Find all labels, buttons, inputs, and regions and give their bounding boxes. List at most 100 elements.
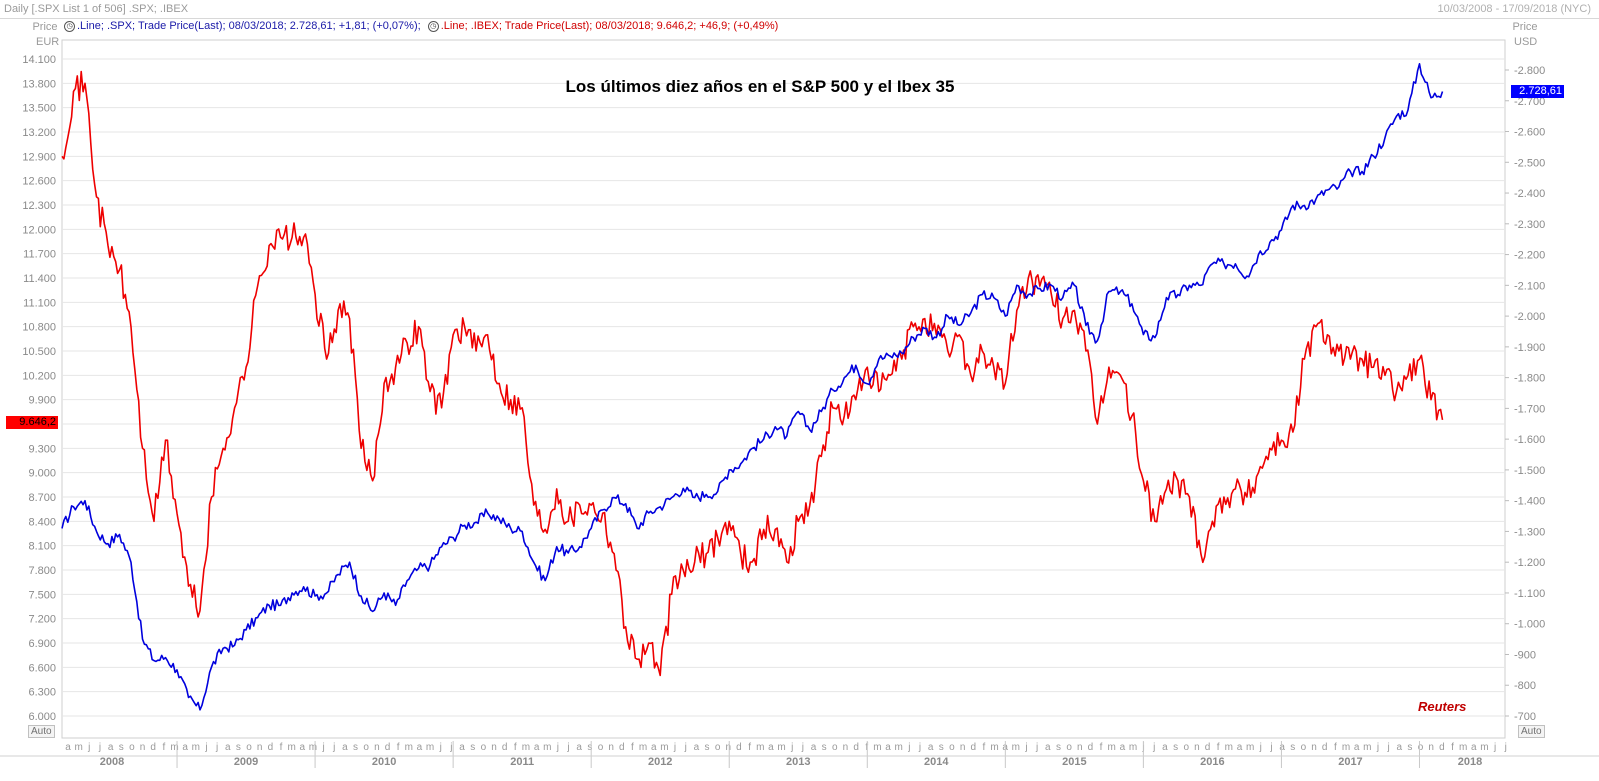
x-month-label: n — [491, 742, 497, 753]
x-month-label: j — [1024, 742, 1027, 753]
x-month-label: n — [1077, 742, 1083, 753]
x-month-label: a — [108, 742, 114, 753]
left-tick-label: 6.000 — [28, 711, 56, 723]
x-month-label: d — [385, 742, 391, 753]
right-tick-label: -1.300 — [1514, 526, 1545, 538]
x-month-label: j — [87, 742, 90, 753]
right-tick-label: -2.500 — [1514, 157, 1545, 169]
x-month-label: d — [970, 742, 976, 753]
x-year-label: 2015 — [1062, 756, 1086, 768]
x-month-label: a — [1120, 742, 1126, 753]
x-month-label: a — [1396, 742, 1402, 753]
x-month-label: o — [1183, 742, 1189, 753]
x-month-label: f — [514, 742, 517, 753]
x-month-label: a — [225, 742, 231, 753]
legend-ibex[interactable]: ◷ .Line; .IBEX; Trade Price(Last); 08/03/… — [427, 20, 779, 32]
chart-title: Los últimos diez años en el S&P 500 y el… — [565, 77, 955, 96]
left-tick-label: 9.300 — [28, 443, 56, 455]
x-month-label: o — [246, 742, 252, 753]
x-month-label: m — [287, 742, 295, 753]
x-year-label: 2008 — [100, 756, 124, 768]
legend-spx[interactable]: ◷ .Line; .SPX; Trade Price(Last); 08/03/2… — [64, 20, 421, 32]
x-year-label: 2014 — [924, 756, 949, 768]
x-month-label: s — [939, 742, 944, 753]
x-month-label: j — [556, 742, 559, 753]
left-tick-label: 7.500 — [28, 589, 56, 601]
x-month-label: a — [885, 742, 891, 753]
x-month-label: m — [1246, 742, 1254, 753]
x-month-label: j — [1504, 742, 1507, 753]
x-month-label: a — [300, 742, 306, 753]
x-month-label: f — [1451, 742, 1454, 753]
x-month-label: j — [1269, 742, 1272, 753]
x-month-label: n — [843, 742, 849, 753]
x-month-label: m — [1225, 742, 1233, 753]
x-month-label: a — [417, 742, 423, 753]
left-tick-label: 6.600 — [28, 662, 56, 674]
left-axis-auto-button[interactable]: Auto — [28, 725, 55, 738]
x-month-label: m — [543, 742, 551, 753]
x-month-label: m — [192, 742, 200, 753]
left-tick-label: 12.000 — [22, 224, 56, 236]
x-month-label: m — [1459, 742, 1467, 753]
x-month-label: f — [280, 742, 283, 753]
x-month-label: d — [1439, 742, 1445, 753]
x-month-label: a — [534, 742, 540, 753]
x-month-label: s — [705, 742, 710, 753]
x-year-label: 2011 — [510, 756, 534, 768]
x-month-label: m — [74, 742, 82, 753]
x-month-label: m — [1012, 742, 1020, 753]
x-month-label: m — [639, 742, 647, 753]
x-month-label: m — [756, 742, 764, 753]
x-month-label: j — [439, 742, 442, 753]
x-month-label: j — [1386, 742, 1389, 753]
x-month-label: j — [918, 742, 921, 753]
x-month-label: a — [65, 742, 71, 753]
right-tick-label: -2.600 — [1514, 127, 1545, 139]
x-month-label: j — [204, 742, 207, 753]
x-month-label: a — [1045, 742, 1051, 753]
x-month-label: a — [651, 742, 657, 753]
right-tick-label: -700 — [1514, 711, 1536, 723]
x-month-label: n — [608, 742, 614, 753]
clock-icon: ◷ — [427, 20, 439, 32]
right-tick-label: -1.000 — [1514, 619, 1545, 631]
x-month-label: d — [736, 742, 742, 753]
x-month-label: j — [1493, 742, 1496, 753]
x-month-label: f — [1217, 742, 1220, 753]
x-month-label: j — [449, 742, 452, 753]
x-month-label: m — [170, 742, 178, 753]
left-tick-label: 14.100 — [22, 54, 56, 66]
x-month-label: s — [1290, 742, 1295, 753]
right-axis-auto-button[interactable]: Auto — [1518, 725, 1545, 738]
x-month-label: s — [1407, 742, 1412, 753]
left-tick-label: 13.800 — [22, 78, 56, 90]
x-month-label: j — [1376, 742, 1379, 753]
left-tick-label: 10.200 — [22, 370, 56, 382]
x-month-label: o — [1066, 742, 1072, 753]
x-month-label: f — [162, 742, 165, 753]
x-month-label: f — [631, 742, 634, 753]
x-month-label: m — [426, 742, 434, 753]
x-month-label: d — [1205, 742, 1211, 753]
x-month-label: d — [619, 742, 625, 753]
x-month-label: o — [481, 742, 487, 753]
right-tick-label: -2.200 — [1514, 250, 1545, 262]
legend-ibex-text: .Line; .IBEX; Trade Price(Last); 08/03/2… — [440, 20, 779, 32]
left-tick-label: 8.100 — [28, 541, 56, 553]
x-month-label: j — [673, 742, 676, 753]
x-month-label: j — [215, 742, 218, 753]
x-month-label: n — [726, 742, 732, 753]
x-month-label: o — [1301, 742, 1307, 753]
x-month-label: f — [1100, 742, 1103, 753]
x-month-label: n — [1311, 742, 1317, 753]
x-month-label: m — [1108, 742, 1116, 753]
x-month-label: a — [928, 742, 934, 753]
right-tick-label: -1.500 — [1514, 465, 1545, 477]
x-month-label: m — [895, 742, 903, 753]
x-month-label: j — [684, 742, 687, 753]
x-month-label: o — [832, 742, 838, 753]
x-month-label: j — [801, 742, 804, 753]
